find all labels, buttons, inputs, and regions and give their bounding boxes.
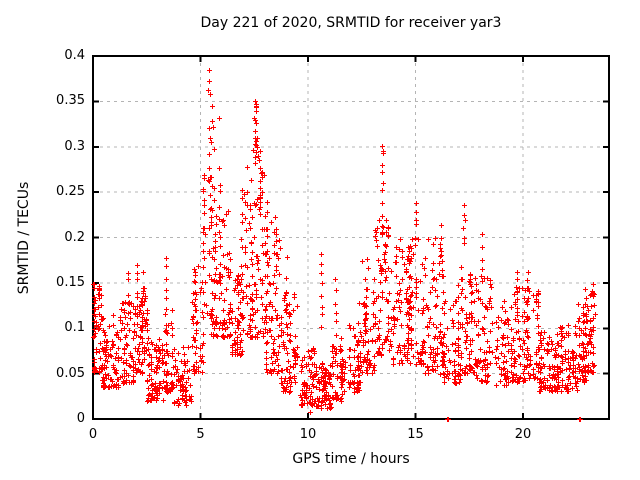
y-tick-label: 0.2: [64, 229, 85, 245]
y-tick-label: 0.4: [64, 48, 85, 63]
x-tick-label: 15: [407, 427, 424, 442]
y-tick-label: 0: [76, 411, 85, 426]
grid-lines: [93, 56, 609, 419]
y-tick-label: 0.15: [56, 274, 85, 290]
x-tick-label: 10: [299, 427, 317, 442]
axis-ticks: [92, 55, 609, 420]
y-tick-label: 0.1: [64, 320, 85, 336]
x-tick-label: 0: [88, 427, 98, 442]
x-tick-label: 5: [196, 427, 205, 442]
y-tick-label: 0.25: [56, 184, 85, 200]
y-tick-label: 0.35: [56, 93, 85, 109]
y-tick-label: 0.3: [64, 138, 85, 154]
x-axis-title: GPS time / hours: [292, 451, 410, 467]
chart-title: Day 221 of 2020, SRMTID for receiver yar…: [200, 15, 502, 31]
data-points: [91, 68, 598, 422]
x-tick-label: 20: [514, 427, 532, 442]
y-tick-label: 0.05: [56, 365, 85, 381]
